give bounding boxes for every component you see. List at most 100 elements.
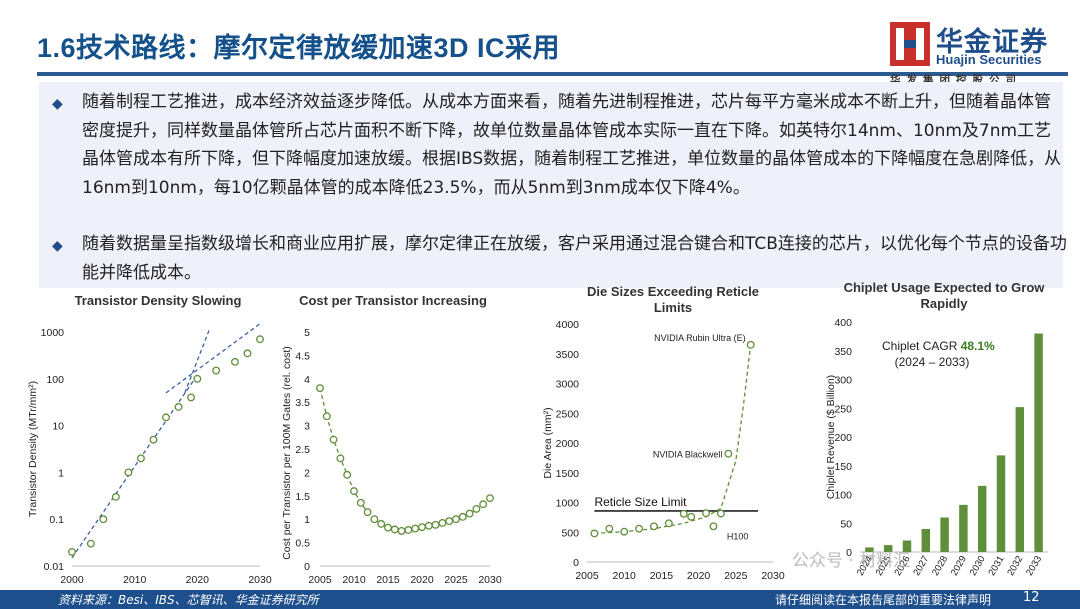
x-tick-label: 2033 (1024, 554, 1044, 578)
data-point (397, 526, 406, 535)
data-point (363, 508, 372, 517)
y-tick-label: 4 (304, 374, 310, 386)
x-tick-label: 2031 (987, 554, 1007, 578)
data-point (384, 523, 392, 532)
data-point (350, 487, 358, 496)
x-tick-label: 2015 (376, 574, 400, 586)
reticle-limit-label: Reticle Size Limit (594, 495, 687, 509)
x-tick-label: 2025 (724, 570, 748, 582)
y-tick-label: 0 (846, 547, 852, 559)
data-point (687, 512, 696, 521)
data-point (438, 518, 447, 527)
data-point (650, 522, 658, 531)
y-tick-label: 1500 (556, 468, 580, 480)
chart-title: Die Sizes Exceeding Reticle (587, 284, 759, 299)
data-point (404, 526, 413, 534)
data-point (605, 524, 614, 533)
data-point (486, 494, 494, 503)
data-point (370, 515, 379, 524)
x-tick-label: 2025 (444, 574, 468, 586)
data-point (336, 454, 345, 463)
chart-title: Cost per Transistor Increasing (299, 293, 487, 308)
x-tick-label: 2030 (968, 554, 988, 578)
y-tick-label: 1.5 (295, 491, 310, 503)
data-point (149, 435, 158, 444)
x-tick-label: 2020 (687, 570, 711, 582)
chart-die-sizes: Die Sizes Exceeding Reticle Limits 0 500 100… (535, 280, 800, 588)
data-point (472, 504, 481, 513)
data-point (702, 509, 710, 518)
y-tick-label: 2.5 (295, 444, 310, 456)
x-tick-label: 2015 (650, 570, 674, 582)
x-tick-label: 2029 (949, 554, 969, 578)
x-tick-label: 2028 (930, 554, 950, 578)
data-point (590, 529, 599, 538)
data-point (679, 509, 688, 518)
cost-per-transistor-svg: Cost per Transistor Increasing 0 0.5 1 1.5 2 2… (281, 293, 502, 586)
data-point (724, 449, 733, 458)
data-point (390, 525, 399, 534)
data-point (256, 335, 264, 344)
company-logo: 华金证券 Huajin Securities 华发集团控股公司 (888, 18, 1068, 88)
y-axis-label: Transistor Density (MTr/mm²) (27, 381, 39, 517)
y-tick-label: 0.1 (49, 514, 64, 526)
data-point (193, 374, 202, 383)
y-tick-label: 2 (304, 467, 310, 479)
y-tick-label: 1 (304, 514, 310, 526)
data-point (212, 366, 221, 375)
data-point (68, 547, 76, 556)
logo-en-text: Huajin Securities (936, 52, 1042, 67)
y-tick-label: 5 (304, 327, 310, 339)
y-tick-label: 2500 (556, 408, 580, 420)
chart-transistor-density: Transistor Density Slowing 0.01 0.1 1 10 100 1… (10, 288, 280, 588)
bar (996, 455, 1006, 552)
y-tick-label: 0.01 (44, 561, 65, 573)
watermark: 公众号 · 材料汇 (792, 551, 911, 571)
x-tick-label: 2010 (123, 574, 147, 586)
data-point (230, 357, 239, 366)
y-tick-label: 3.5 (295, 397, 310, 409)
data-point (445, 517, 454, 526)
x-tick-label: 2010 (342, 574, 366, 586)
x-tick-label: 2030 (478, 574, 502, 586)
chart-title: Rapidly (921, 296, 969, 311)
trend-line (165, 323, 261, 394)
title-underline (37, 72, 1068, 76)
bullet-point-1: ◆ 随着制程工艺推进，成本经济效益逐步降低。从成本方面来看，随着先进制程推进，芯… (52, 88, 1062, 231)
y-tick-label: 3500 (556, 349, 580, 361)
x-tick-label: 2020 (410, 574, 434, 586)
annotation-label: NVIDIA Rubin Ultra (E) (654, 333, 746, 343)
data-point (174, 403, 183, 411)
footer-bar: 资料来源：Besi、IBS、芯智讯、华金证券研究所 请仔细阅读在本报告尾部的重要… (0, 590, 1080, 609)
y-tick-label: 3000 (556, 379, 580, 391)
disclaimer-note[interactable]: 请仔细阅读在本报告尾部的重要法律声明 (775, 593, 992, 607)
x-tick-label: 2005 (308, 574, 332, 586)
y-tick-label: 4000 (556, 319, 580, 331)
x-tick-label: 2030 (248, 574, 272, 586)
trend-line (184, 328, 211, 394)
x-tick-label: 2027 (911, 554, 931, 578)
data-point (479, 500, 488, 509)
data-point (136, 454, 145, 463)
bar (865, 547, 874, 552)
data-point (99, 515, 108, 524)
data-point (322, 412, 331, 421)
y-tick-label: 400 (834, 317, 852, 329)
trend-line (71, 374, 198, 559)
y-tick-label: 2000 (556, 438, 580, 450)
y-tick-label: 50 (840, 518, 852, 530)
chart-title: Transistor Density Slowing (75, 293, 242, 308)
data-point (111, 492, 120, 501)
y-tick-label: 500 (561, 527, 579, 539)
y-tick-label: 300 (834, 375, 852, 387)
y-tick-label: 100 (46, 374, 64, 386)
data-point (343, 470, 352, 479)
y-tick-label: 0 (304, 561, 310, 573)
chart-cost-per-transistor: Cost per Transistor Increasing 0 0.5 1 1.5 2 2… (278, 288, 508, 588)
y-tick-label: 4.5 (295, 350, 310, 362)
y-axis-label: Die Area (mm²) (542, 407, 554, 478)
logo-cn-text: 华金证券 (936, 27, 1048, 58)
data-point (329, 435, 338, 444)
